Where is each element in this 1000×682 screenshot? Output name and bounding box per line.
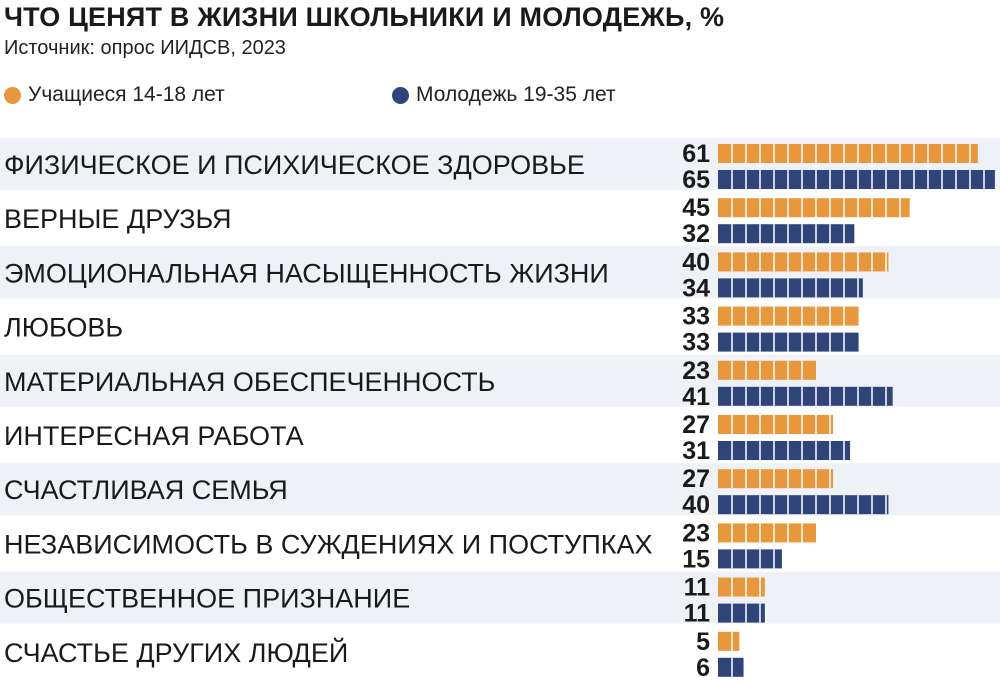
legend-swatch-youth <box>392 86 409 104</box>
data-label: 45 <box>682 194 710 222</box>
category-label: ЭМОЦИОНАЛЬНАЯ НАСЫЩЕННОСТЬ ЖИЗНИ <box>4 258 609 288</box>
bar <box>718 360 816 380</box>
category-label: СЧАСТЛИВАЯ СЕМЬЯ <box>4 475 288 505</box>
data-label: 11 <box>684 600 711 628</box>
category-label: СЧАСТЬЕ ДРУГИХ ЛЮДЕЙ <box>4 637 348 668</box>
bar <box>718 278 863 298</box>
legend-label-students: Учащиеся 14-18 лет <box>28 83 225 106</box>
bar <box>718 198 910 218</box>
bar <box>718 441 851 460</box>
category-label: ЛЮБОВЬ <box>4 313 123 343</box>
chart-subtitle: Источник: опрос ИИДСВ, 2023 <box>4 37 286 59</box>
row-band <box>0 571 1000 624</box>
data-label: 31 <box>682 437 710 465</box>
legend-item-youth: Молодежь 19-35 лет <box>392 83 616 107</box>
bar <box>718 523 816 543</box>
data-label: 6 <box>696 654 710 682</box>
chart-title: ЧТО ЦЕНЯТ В ЖИЗНИ ШКОЛЬНИКИ И МОЛОДЕЖЬ, … <box>4 2 725 32</box>
data-label: 15 <box>682 545 710 573</box>
data-label: 27 <box>682 465 710 493</box>
bar <box>718 224 855 244</box>
data-label: 32 <box>682 220 710 248</box>
data-label: 5 <box>696 628 710 656</box>
bar <box>718 469 834 489</box>
data-label: 23 <box>682 519 710 547</box>
bar <box>718 252 889 272</box>
category-label: ФИЗИЧЕСКОЕ И ПСИХИЧЕСКОЕ ЗДОРОВЬЕ <box>4 150 585 180</box>
data-label: 34 <box>682 274 710 302</box>
data-label: 33 <box>682 329 710 357</box>
data-label: 40 <box>682 248 710 276</box>
data-label: 41 <box>682 383 710 411</box>
bar <box>718 549 782 569</box>
data-label: 27 <box>682 411 710 439</box>
category-label: ОБЩЕСТВЕННОЕ ПРИЗНАНИЕ <box>4 584 410 614</box>
data-label: 23 <box>682 357 710 385</box>
bar <box>718 577 765 597</box>
legend-label-youth: Молодежь 19-35 лет <box>416 83 616 106</box>
data-label: 65 <box>682 166 710 194</box>
bar <box>718 657 744 677</box>
category-label: НЕЗАВИСИМОСТЬ В СУЖДЕНИЯХ И ПОСТУПКАХ <box>4 529 652 559</box>
bar <box>718 495 889 515</box>
bar <box>718 603 765 623</box>
category-label: МАТЕРИАЛЬНАЯ ОБЕСПЕЧЕННОСТЬ <box>4 367 495 397</box>
legend-item-students: Учащиеся 14-18 лет <box>4 83 225 107</box>
data-label: 40 <box>682 491 710 519</box>
legend-swatch-students <box>4 86 21 104</box>
bar <box>718 170 995 189</box>
bar <box>718 415 834 434</box>
data-label: 61 <box>682 140 710 168</box>
category-label: ИНТЕРЕСНАЯ РАБОТА <box>4 421 304 451</box>
bar <box>718 631 740 651</box>
data-label: 11 <box>684 574 711 602</box>
data-label: 33 <box>682 303 710 331</box>
bar <box>718 144 978 163</box>
bar <box>718 386 893 406</box>
category-label: ВЕРНЫЕ ДРУЗЬЯ <box>4 204 232 234</box>
